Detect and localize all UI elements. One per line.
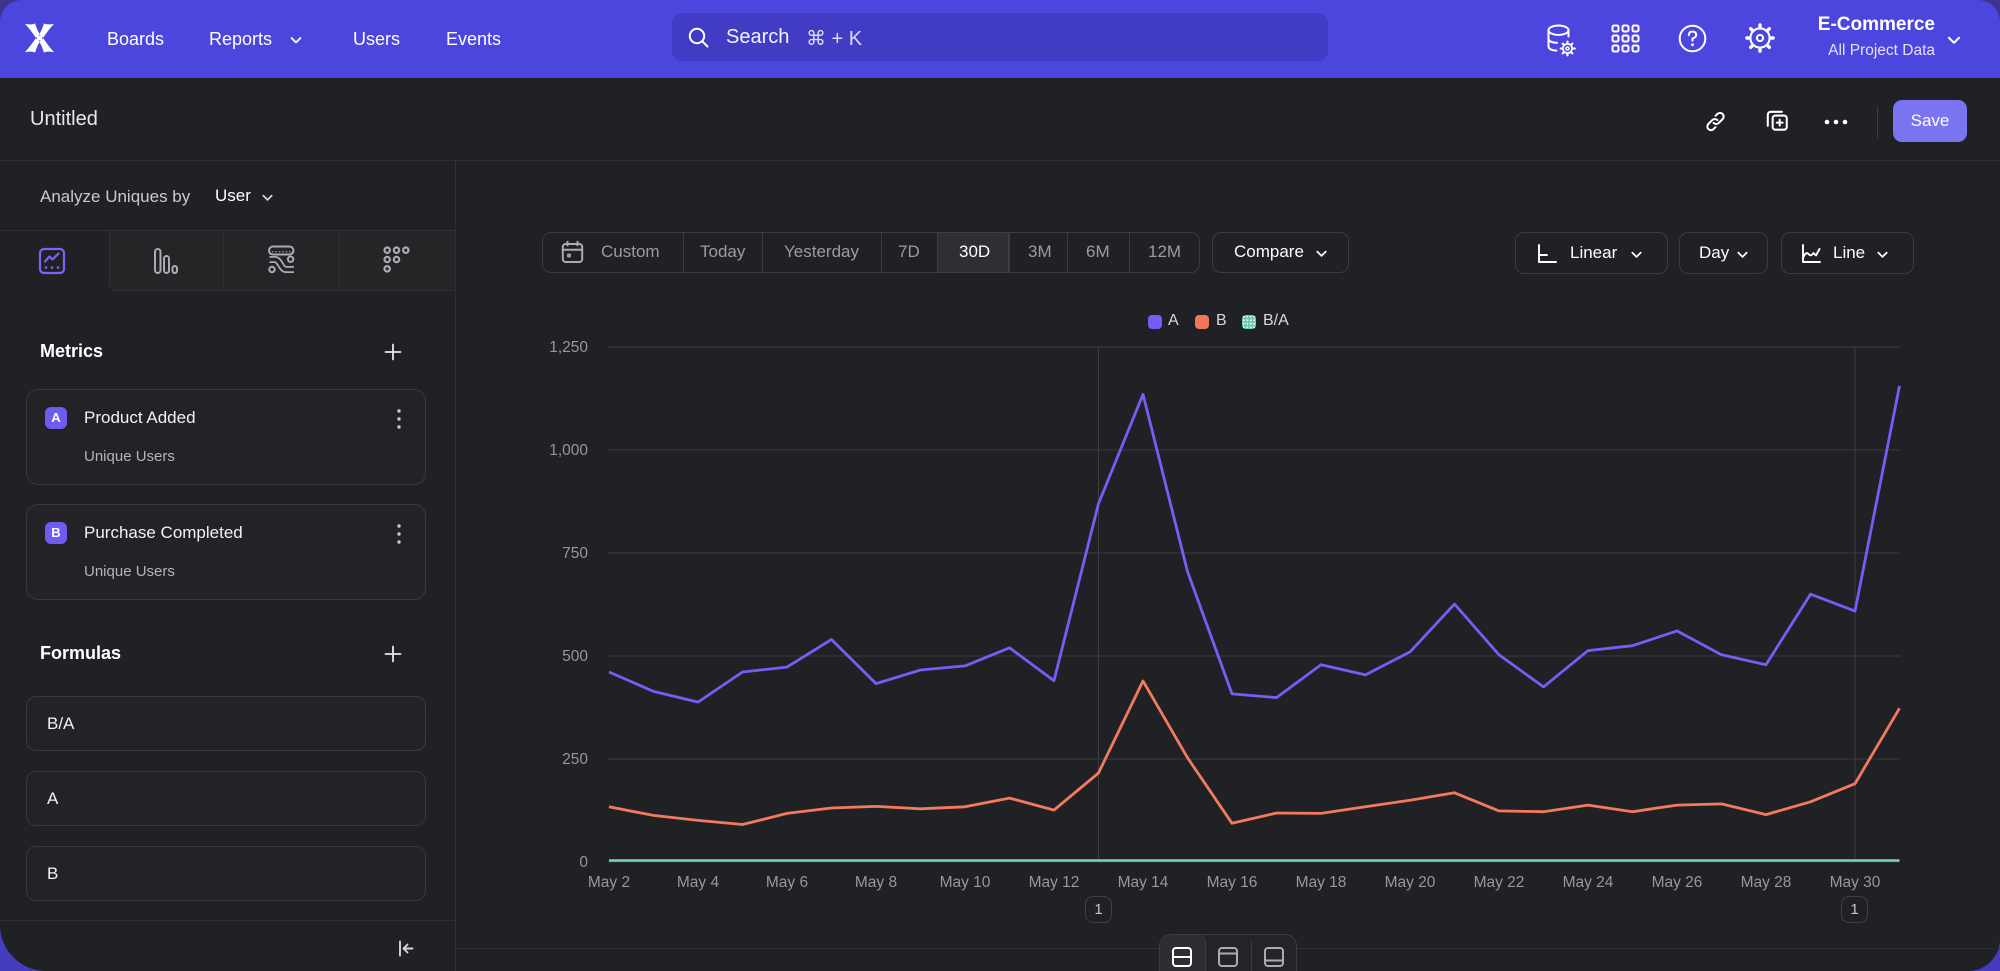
svg-text:May 30: May 30 [1830,874,1881,891]
svg-text:250: 250 [562,751,588,768]
svg-text:May 2: May 2 [588,874,630,891]
svg-text:May 6: May 6 [766,874,808,891]
svg-text:May 10: May 10 [940,874,991,891]
svg-text:May 24: May 24 [1563,874,1614,891]
svg-text:May 20: May 20 [1385,874,1436,891]
svg-text:May 12: May 12 [1029,874,1080,891]
svg-text:May 22: May 22 [1474,874,1525,891]
svg-text:May 26: May 26 [1652,874,1703,891]
svg-text:750: 750 [562,545,588,562]
svg-text:0: 0 [579,854,588,871]
svg-text:1,250: 1,250 [549,339,588,356]
svg-text:May 28: May 28 [1741,874,1792,891]
svg-text:May 4: May 4 [677,874,720,891]
svg-text:500: 500 [562,648,588,665]
svg-text:May 18: May 18 [1296,874,1347,891]
svg-text:1,000: 1,000 [549,442,588,459]
svg-text:May 8: May 8 [855,874,897,891]
svg-text:May 16: May 16 [1207,874,1258,891]
svg-text:May 14: May 14 [1118,874,1169,891]
